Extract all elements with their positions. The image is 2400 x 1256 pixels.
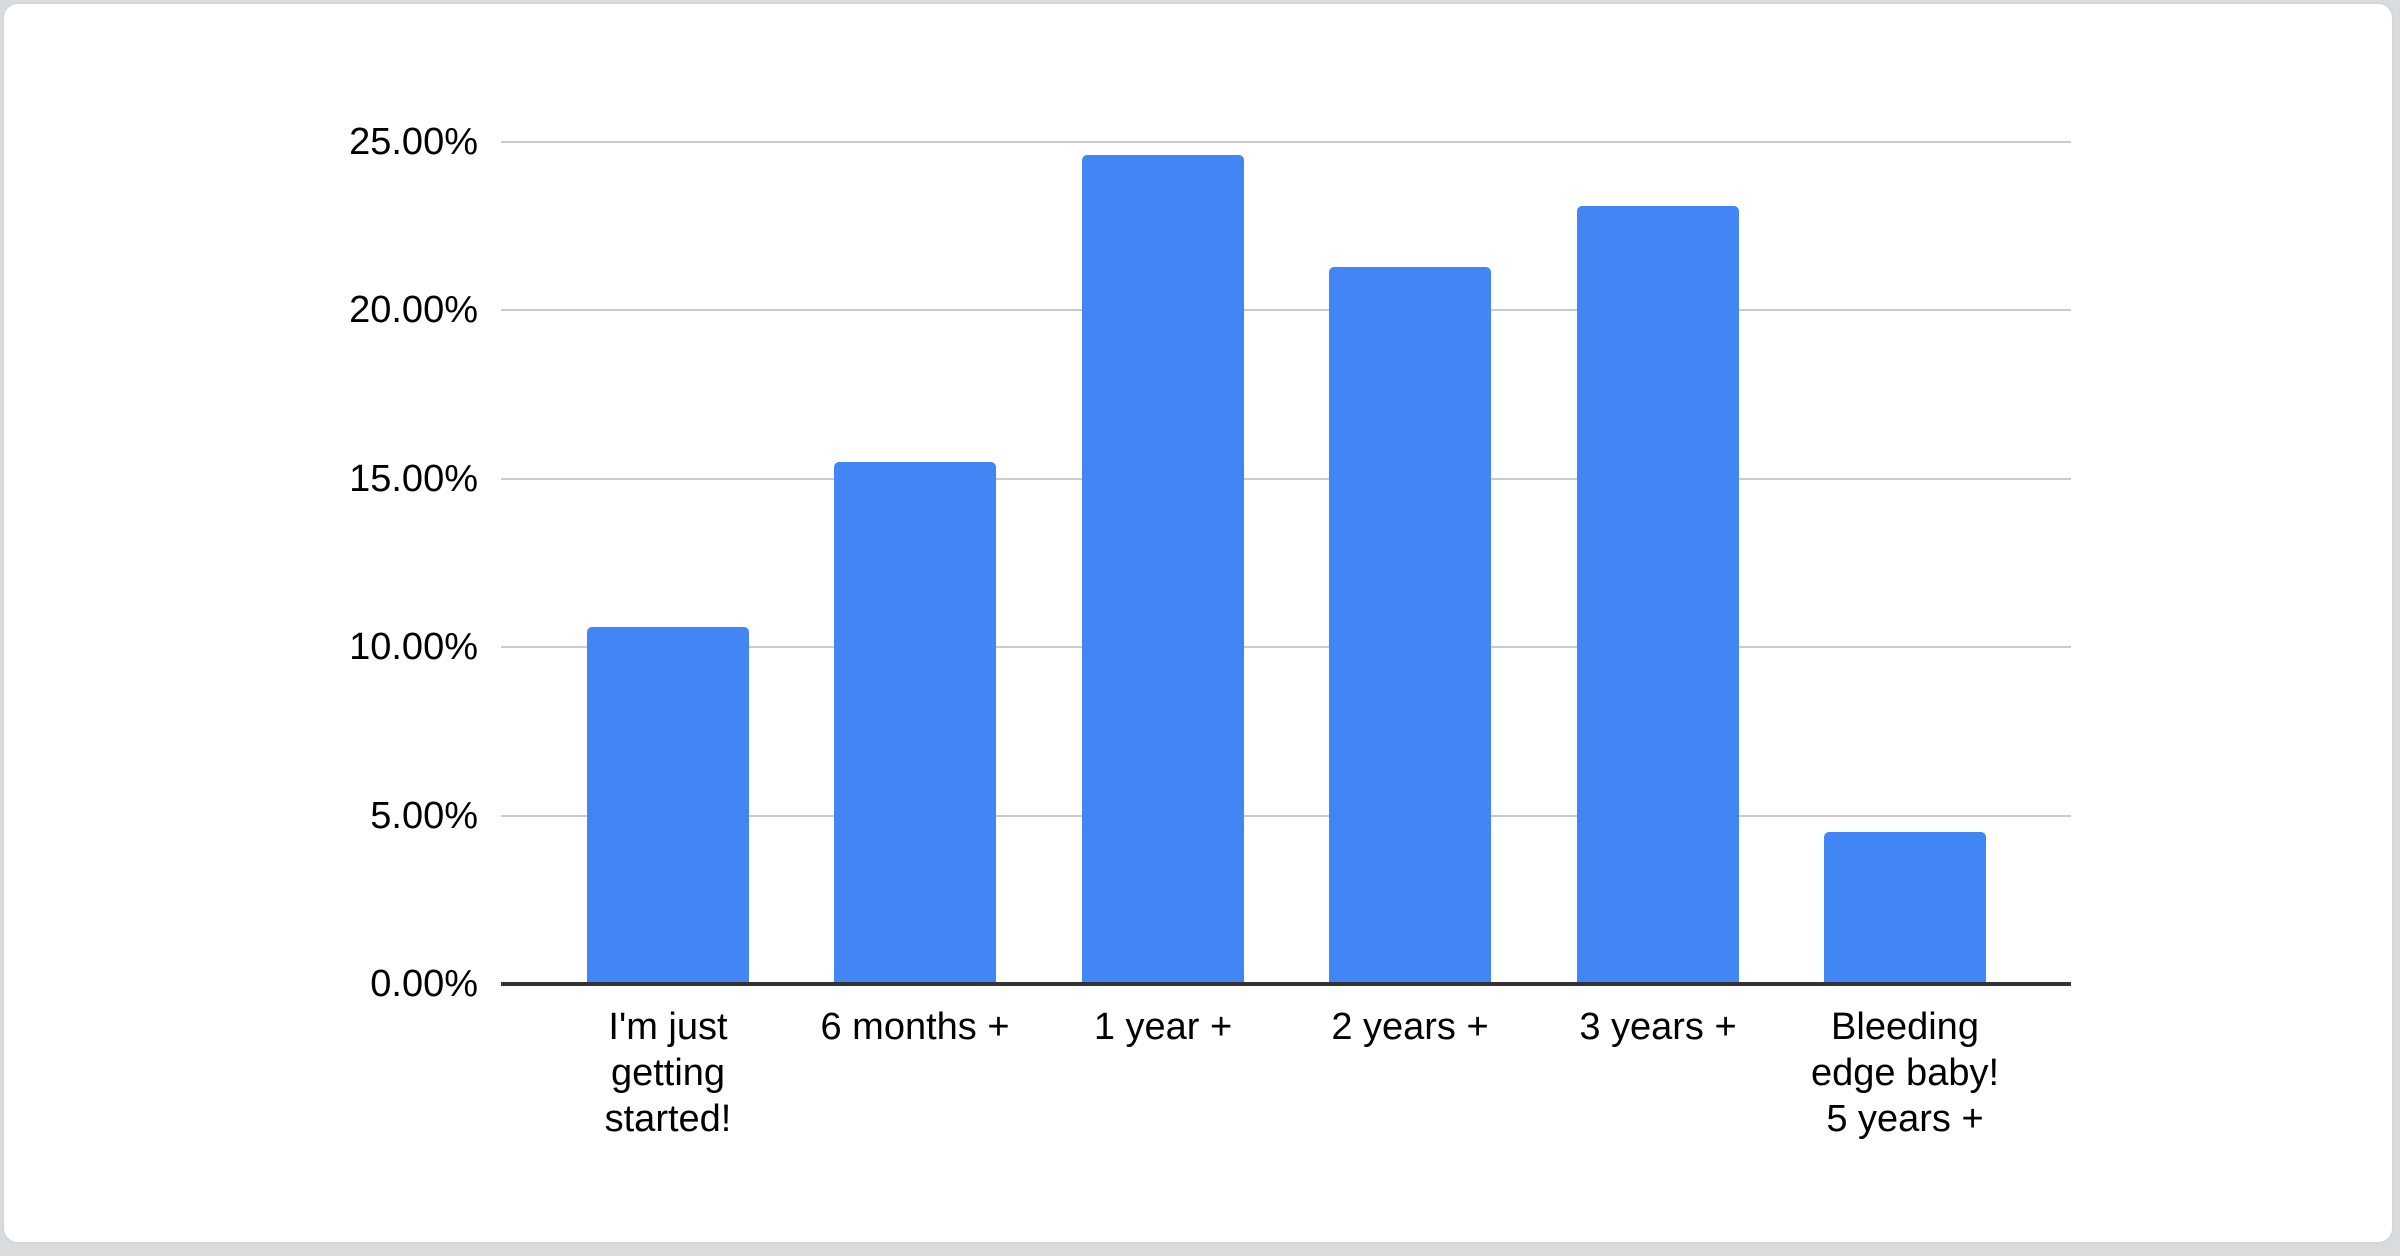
x-axis-category-label-2: 6 months + (765, 1004, 1065, 1050)
bar-chart: 0.00% 5.00% 10.00% 15.00% 20.00% 25.00% I'm ju… (4, 4, 2400, 1246)
x-axis-category-label-5: 3 years + (1508, 1004, 1808, 1050)
x-axis-category-label-4: 2 years + (1260, 1004, 1560, 1050)
y-axis-tick-label-25pct: 25.00% (349, 121, 478, 163)
x-axis-category-label-line: edge baby! (1810, 1052, 2000, 1094)
y-axis-tick-label-10pct: 10.00% (349, 626, 478, 669)
x-axis-category-label-line: 5 years + (1826, 1098, 1984, 1140)
x-axis-category-label-line: 6 months + (820, 1006, 1010, 1048)
gridline-5pct (501, 814, 2071, 817)
x-axis-category-label-line: 1 year + (1093, 1006, 1233, 1048)
y-axis-tick-label-0pct: 0.00% (370, 963, 478, 1005)
gridline-10pct (501, 646, 2071, 649)
y-axis-tick-label-15pct: 15.00% (349, 457, 478, 500)
x-axis-category-label-line: Bleeding (1831, 1006, 1979, 1048)
y-axis-tick-label-5pct: 5.00% (370, 794, 478, 837)
gridline-25pct (501, 141, 2071, 143)
x-axis-category-label-line: 2 years + (1331, 1006, 1489, 1048)
x-axis-category-label-line: I'm just (608, 1006, 728, 1048)
bar-3[interactable] (1082, 155, 1244, 984)
x-axis-baseline (501, 982, 2071, 986)
x-axis-category-label-line: getting (610, 1052, 726, 1094)
x-axis-category-label-line: 3 years + (1579, 1006, 1737, 1048)
x-axis-category-label-3: 1 year + (1013, 1004, 1313, 1050)
bar-1[interactable] (587, 627, 749, 984)
bar-2[interactable] (834, 462, 996, 984)
gridline-15pct (501, 477, 2071, 480)
gridline-20pct (501, 309, 2071, 312)
x-axis-category-label-1: I'm just getting started! (518, 1004, 818, 1142)
bar-5[interactable] (1577, 206, 1739, 984)
bar-4[interactable] (1329, 267, 1491, 984)
x-axis-category-label-line: started! (604, 1098, 732, 1140)
y-axis-tick-label-20pct: 20.00% (349, 289, 478, 332)
bar-6[interactable] (1824, 832, 1986, 984)
x-axis-category-label-6: Bleeding edge baby! 5 years + (1755, 1004, 2055, 1142)
